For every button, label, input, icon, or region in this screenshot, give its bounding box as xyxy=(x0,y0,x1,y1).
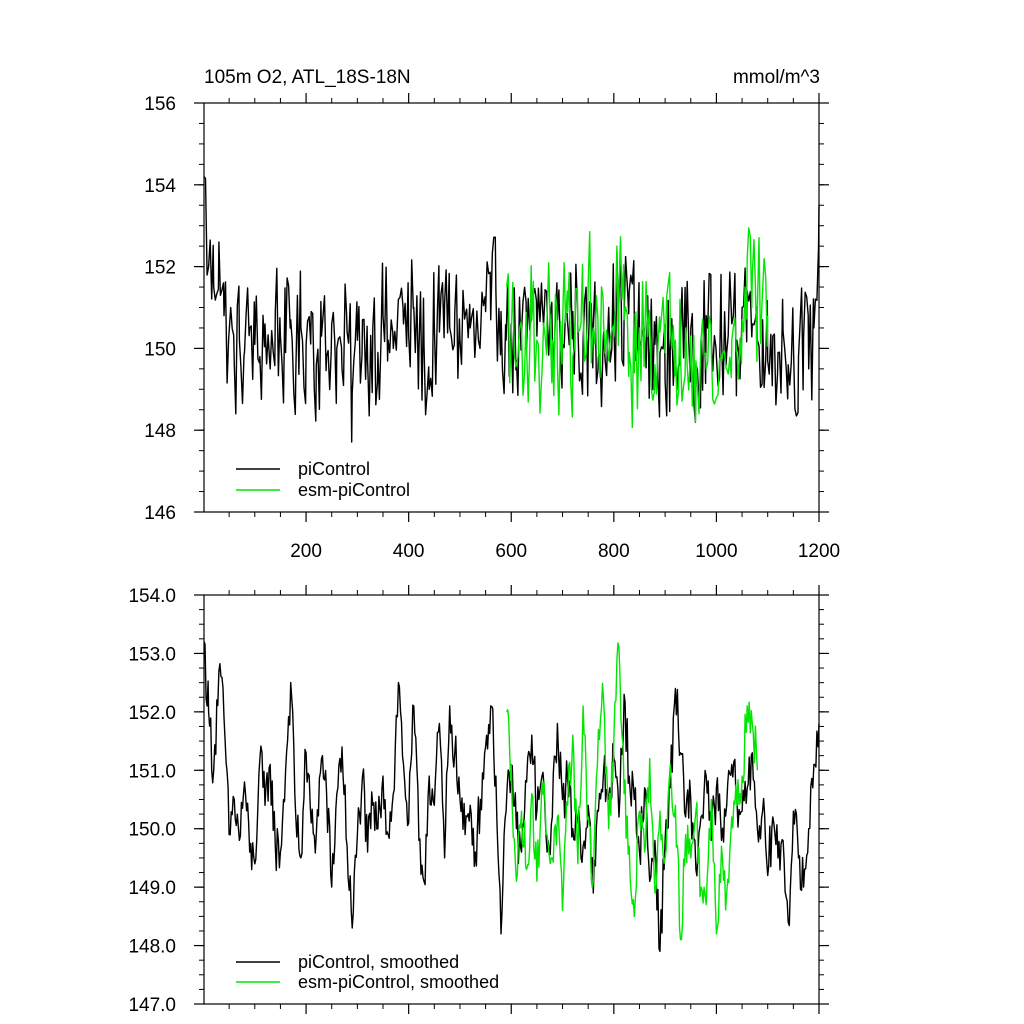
series-line-1 xyxy=(505,642,759,941)
top-plot-frame xyxy=(203,102,820,513)
top-panel: 105m O2, ATL_18S-18N mmol/m^3 1461481501… xyxy=(144,67,840,562)
y-tick-label: 150.0 xyxy=(128,820,176,841)
y-tick-label: 148.0 xyxy=(128,937,176,958)
bottom-ticks: 147.0 148.0 149.0 150.0 151.0 152.0 153.0 154.0 xyxy=(128,585,829,1016)
series-line-1 xyxy=(505,227,769,429)
x-tick-label: 1000 xyxy=(695,541,737,562)
y-tick-label: 152 xyxy=(144,258,176,279)
top-ticks: 146 148 150 152 154 156 200 400 600 800 1000 1200 xyxy=(144,93,840,562)
bottom-panel: 147.0 148.0 149.0 150.0 151.0 152.0 153.0 154.0… xyxy=(128,585,829,1016)
top-legend: piControl esm-piControl xyxy=(236,459,410,500)
y-tick-label: 148 xyxy=(144,421,176,442)
x-tick-label: 200 xyxy=(290,541,322,562)
units-label: mmol/m^3 xyxy=(733,67,820,88)
panel-title: 105m O2, ATL_18S-18N xyxy=(204,67,411,88)
bottom-plot-frame xyxy=(203,594,820,1005)
x-tick-label: 600 xyxy=(495,541,527,562)
legend-label-picontrol: piControl xyxy=(298,459,370,479)
y-tick-label: 153.0 xyxy=(128,644,176,665)
bottom-legend: piControl, smoothed esm-piControl, smoot… xyxy=(236,952,499,992)
legend-label-esm-picontrol-smoothed: esm-piControl, smoothed xyxy=(298,972,499,992)
y-tick-label: 154 xyxy=(144,176,176,197)
x-tick-label: 1200 xyxy=(798,541,840,562)
top-series xyxy=(203,176,820,443)
legend-label-picontrol-smoothed: piControl, smoothed xyxy=(298,952,459,972)
y-tick-label: 156 xyxy=(144,94,176,115)
x-tick-label: 400 xyxy=(393,541,425,562)
y-tick-label: 152.0 xyxy=(128,703,176,724)
series-line-0 xyxy=(203,176,820,443)
bottom-series xyxy=(203,641,820,953)
legend-label-esm-picontrol: esm-piControl xyxy=(298,480,410,500)
y-tick-label: 146 xyxy=(144,503,176,524)
y-tick-label: 150 xyxy=(144,339,176,360)
y-tick-label: 154.0 xyxy=(128,586,176,607)
y-tick-label: 149.0 xyxy=(128,878,176,899)
y-tick-label: 151.0 xyxy=(128,761,176,782)
x-tick-label: 800 xyxy=(598,541,630,562)
y-tick-label: 147.0 xyxy=(128,995,176,1016)
